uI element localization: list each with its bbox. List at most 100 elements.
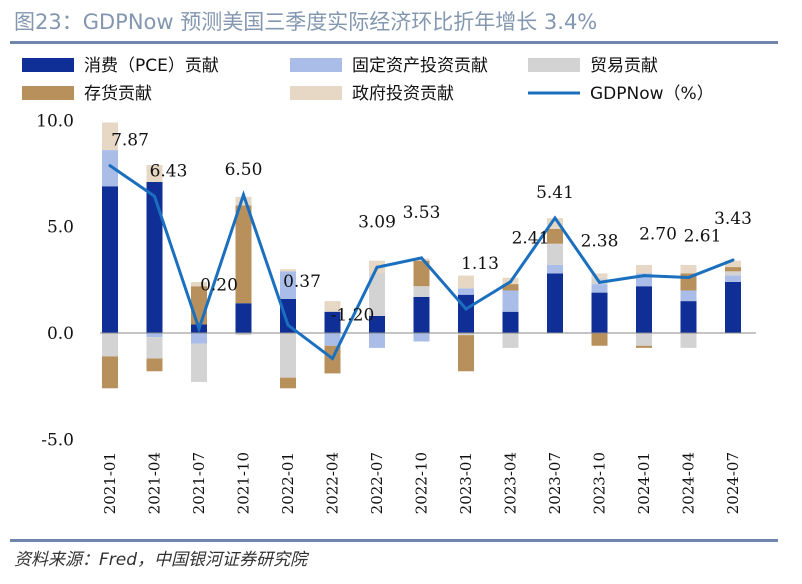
legend-swatch-4 [22, 86, 74, 100]
bar-2021-07-series-3 [191, 343, 207, 382]
bar-2021-01-series-5 [102, 122, 118, 151]
title-rule [10, 41, 778, 44]
bar-2022-07-series-1 [369, 315, 385, 333]
x-tick-label: 2022-01 [279, 452, 297, 514]
gdpnow-point [242, 193, 245, 197]
bar-2022-01-series-2 [280, 271, 296, 299]
gdpnow-point [598, 280, 601, 284]
bar-2022-04-series-1 [324, 311, 341, 333]
bar-2021-10-series-5 [235, 196, 252, 206]
bar-2022-01-series-4 [280, 377, 296, 389]
bar-2023-04-series-4 [502, 284, 519, 291]
bar-2022-07-series-2 [369, 333, 385, 348]
chart-title: 图23：GDPNow 预测美国三季度实际经济环比折年增长 3.4% [14, 10, 598, 34]
bar-2021-10-series-4 [235, 205, 252, 304]
legend-label-5: 政府投资贡献 [352, 84, 454, 104]
bar-2023-07-series-1 [547, 273, 563, 333]
gdpnow-data-label: 6.43 [150, 161, 188, 181]
bar-2021-04-series-5 [146, 164, 163, 183]
bar-2023-01-series-4 [458, 335, 474, 372]
legend-label-4: 存货贡献 [84, 84, 152, 104]
legend-swatch-5 [290, 86, 342, 100]
bar-2021-04-series-2 [146, 333, 163, 338]
bar-2022-10-series-2 [413, 333, 430, 342]
bar-2024-04-series-3 [680, 333, 697, 348]
gdpnow-line-group: 7.876.43 0.20 6.50 0.37 -1.20 3.09 3.53 1.13 2.4… [108, 131, 752, 361]
x-tick-label: 2023-10 [591, 452, 609, 514]
bars [102, 122, 741, 389]
y-tick-label: 0.0 [47, 324, 74, 344]
bar-2024-07-series-1 [725, 281, 741, 333]
bar-2021-10-series-3 [235, 333, 252, 336]
y-tick-label: 10.0 [36, 111, 74, 131]
bar-2022-01-series-5 [280, 269, 296, 272]
x-tick-label: 2021-07 [190, 452, 208, 514]
gdpnow-data-label: 2.61 [684, 226, 722, 246]
bar-2023-01-series-2 [458, 288, 474, 295]
bar-2023-10-series-1 [591, 292, 608, 333]
bar-2024-07-series-4 [725, 267, 741, 272]
bar-2024-04-series-5 [680, 264, 697, 274]
gdpnow-data-label: 1.13 [461, 254, 499, 274]
bar-2023-07-series-3 [547, 243, 563, 265]
gdpnow-point [464, 307, 468, 311]
bar-2023-04-series-1 [502, 311, 519, 333]
legend-swatch-3 [528, 58, 580, 72]
bar-2023-07-series-4 [547, 228, 563, 244]
legend-label-3: 贸易贡献 [590, 56, 658, 76]
x-tick-label: 2021-01 [101, 452, 119, 514]
legend-swatch-1 [22, 58, 74, 72]
bar-2024-01-series-3 [636, 333, 652, 346]
gdpnow-data-label: 5.41 [536, 183, 574, 203]
bar-2023-01-series-5 [458, 275, 474, 289]
bar-2024-04-series-1 [680, 301, 697, 333]
gdpnow-point [286, 323, 290, 327]
x-axis: 2021-01 2021-04 2021-07 2021-10 2022-01 2022-… [100, 332, 756, 514]
bar-2021-04-series-4 [146, 358, 163, 372]
legend-label-1: 消费（PCE）贡献 [84, 56, 219, 76]
bar-2023-10-series-4 [591, 333, 608, 346]
gdpnow-data-label: 7.87 [111, 131, 149, 151]
footer-rule [10, 539, 778, 542]
bar-2023-07-series-2 [547, 264, 563, 274]
gdpnow-point [197, 327, 201, 331]
gdpnow-point [509, 280, 512, 284]
bar-2021-01-series-1 [102, 186, 118, 333]
bar-2024-01-series-4 [636, 345, 652, 348]
legend-swatch-2 [290, 58, 342, 72]
bar-2024-07-series-2 [725, 275, 741, 282]
gdpnow-point [731, 258, 735, 262]
gdpnow-point [153, 194, 156, 198]
bar-2023-07-series-5 [547, 218, 563, 229]
bar-2024-07-series-5 [725, 260, 741, 268]
legend-label-2: 固定资产投资贡献 [352, 56, 488, 76]
gdpnow-data-label: 2.70 [639, 225, 677, 245]
bar-2022-04-series-2 [324, 333, 341, 346]
bar-2022-04-series-5 [324, 301, 341, 312]
bar-2022-07-series-3 [369, 273, 385, 316]
bar-2021-10-series-1 [235, 303, 252, 333]
gdpnow-data-label: -1.20 [331, 306, 375, 326]
bar-2021-01-series-2 [102, 150, 118, 187]
bar-2021-07-series-2 [191, 333, 207, 344]
bar-2024-04-series-2 [680, 290, 697, 302]
bar-2023-04-series-3 [502, 333, 519, 348]
y-tick-label: -5.0 [41, 430, 74, 450]
gdpnow-data-label: 3.09 [358, 212, 396, 232]
gdpnow-data-label: 3.43 [714, 209, 752, 229]
x-tick-label: 2023-07 [546, 452, 564, 514]
x-tick-label: 2024-04 [680, 452, 698, 514]
x-tick-label: 2024-01 [635, 452, 653, 514]
y-tick-label: 5.0 [47, 218, 74, 238]
x-tick-label: 2023-04 [502, 452, 520, 514]
bar-2023-10-series-2 [591, 284, 608, 293]
x-tick-label: 2022-04 [324, 452, 342, 514]
gdpnow-point [642, 274, 646, 278]
gdpnow-point [553, 216, 557, 220]
bar-2022-10-series-3 [413, 286, 430, 297]
gdpnow-data-label: 6.50 [225, 160, 263, 180]
bar-2024-01-series-5 [636, 264, 652, 274]
gdpnow-point [108, 164, 112, 168]
x-tick-label: 2021-04 [146, 452, 164, 514]
